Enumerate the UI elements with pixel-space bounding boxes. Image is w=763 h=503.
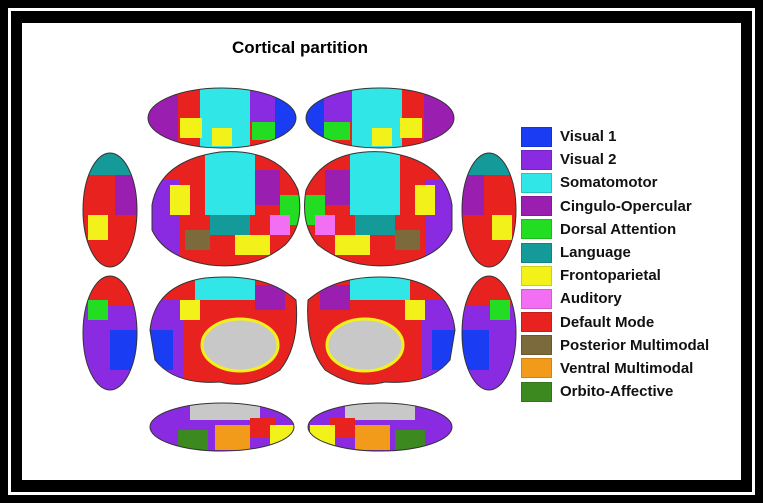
medial-view-left: [150, 276, 297, 385]
legend-swatch: [521, 265, 552, 286]
legend-item-ventral-multimodal: Ventral Multimodal: [521, 357, 709, 380]
legend-label: Ventral Multimodal: [560, 359, 694, 377]
lateral-view-right: [304, 151, 452, 266]
legend-item-visual-2: Visual 2: [521, 148, 709, 171]
legend-label: Visual 1: [560, 128, 617, 146]
legend-item-auditory: Auditory: [521, 287, 709, 310]
legend-label: Auditory: [560, 290, 622, 308]
white-border: [8, 8, 755, 495]
legend-label: Dorsal Attention: [560, 220, 677, 238]
legend-label: Default Mode: [560, 313, 655, 331]
legend-item-visual-1: Visual 1: [521, 125, 709, 148]
legend-label: Visual 2: [560, 151, 617, 169]
anterior-view-right: [462, 153, 516, 267]
ventral-view-right: [308, 403, 452, 451]
legend-label: Orbito-Affective: [560, 383, 674, 401]
legend-swatch: [521, 312, 552, 333]
legend-item-cingulo-opercular: Cingulo-Opercular: [521, 195, 709, 218]
figure-title: Cortical partition: [231, 38, 368, 57]
legend-swatch: [521, 288, 552, 309]
legend-swatch: [521, 219, 552, 240]
legend-label: Posterior Multimodal: [560, 336, 710, 354]
legend-swatch: [521, 335, 552, 356]
legend-swatch: [521, 381, 552, 402]
legend-item-language: Language: [521, 241, 709, 264]
legend-swatch: [521, 172, 552, 193]
legend-label: Frontoparietal: [560, 267, 661, 285]
anterior-view-left: [83, 153, 137, 267]
legend-item-default-mode: Default Mode: [521, 311, 709, 334]
lateral-view-left: [152, 151, 300, 266]
legend-swatch: [521, 358, 552, 379]
legend-item-orbito-affective: Orbito-Affective: [521, 380, 709, 403]
legend-swatch: [521, 196, 552, 217]
legend-swatch: [521, 242, 552, 263]
ventral-view-left: [150, 403, 294, 451]
legend-swatch: [521, 126, 552, 147]
legend-item-posterior-multimodal: Posterior Multimodal: [521, 334, 709, 357]
legend-label: Somatomotor: [560, 174, 658, 192]
legend-label: Cingulo-Opercular: [560, 197, 692, 215]
legend-item-dorsal-attention: Dorsal Attention: [521, 218, 709, 241]
legend-label: Language: [560, 244, 631, 262]
legend-item-frontoparietal: Frontoparietal: [521, 264, 709, 287]
legend-swatch: [521, 149, 552, 170]
legend-item-somatomotor: Somatomotor: [521, 171, 709, 194]
dorsal-view-left: [148, 88, 296, 148]
network-legend: Visual 1 Visual 2 Somatomotor Cingulo-Op…: [521, 125, 709, 403]
